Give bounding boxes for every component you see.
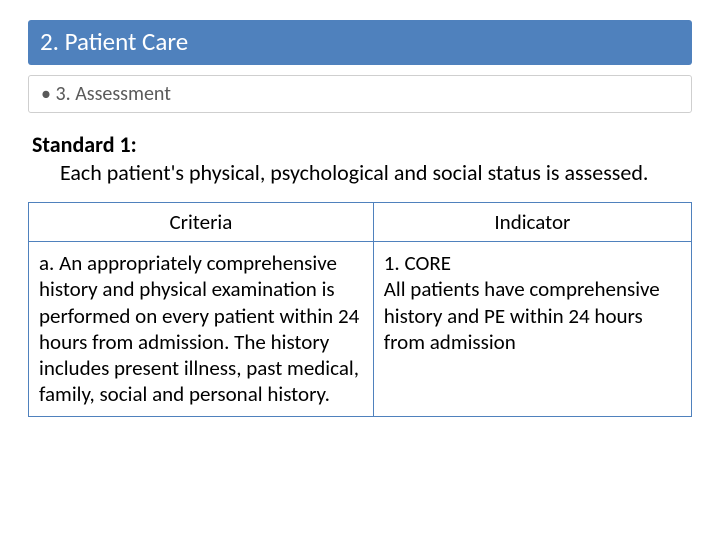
section-title-banner: 2. Patient Care — [28, 20, 692, 65]
subsection-banner: • 3. Assessment — [28, 75, 692, 113]
header-criteria: Criteria — [29, 203, 374, 242]
table-row: a. An appropriately comprehensive histor… — [29, 242, 692, 417]
slide-page: 2. Patient Care • 3. Assessment Standard… — [0, 0, 720, 540]
standard-text: Each patient's physical, psychological a… — [32, 159, 688, 187]
header-indicator: Indicator — [373, 203, 691, 242]
standard-block: Standard 1: Each patient's physical, psy… — [32, 131, 688, 186]
cell-indicator: 1. CORE All patients have comprehensive … — [373, 242, 691, 417]
table-header-row: Criteria Indicator — [29, 203, 692, 242]
cell-criteria: a. An appropriately comprehensive histor… — [29, 242, 374, 417]
standard-label: Standard 1: — [32, 131, 137, 158]
criteria-indicator-table: Criteria Indicator a. An appropriately c… — [28, 202, 692, 417]
